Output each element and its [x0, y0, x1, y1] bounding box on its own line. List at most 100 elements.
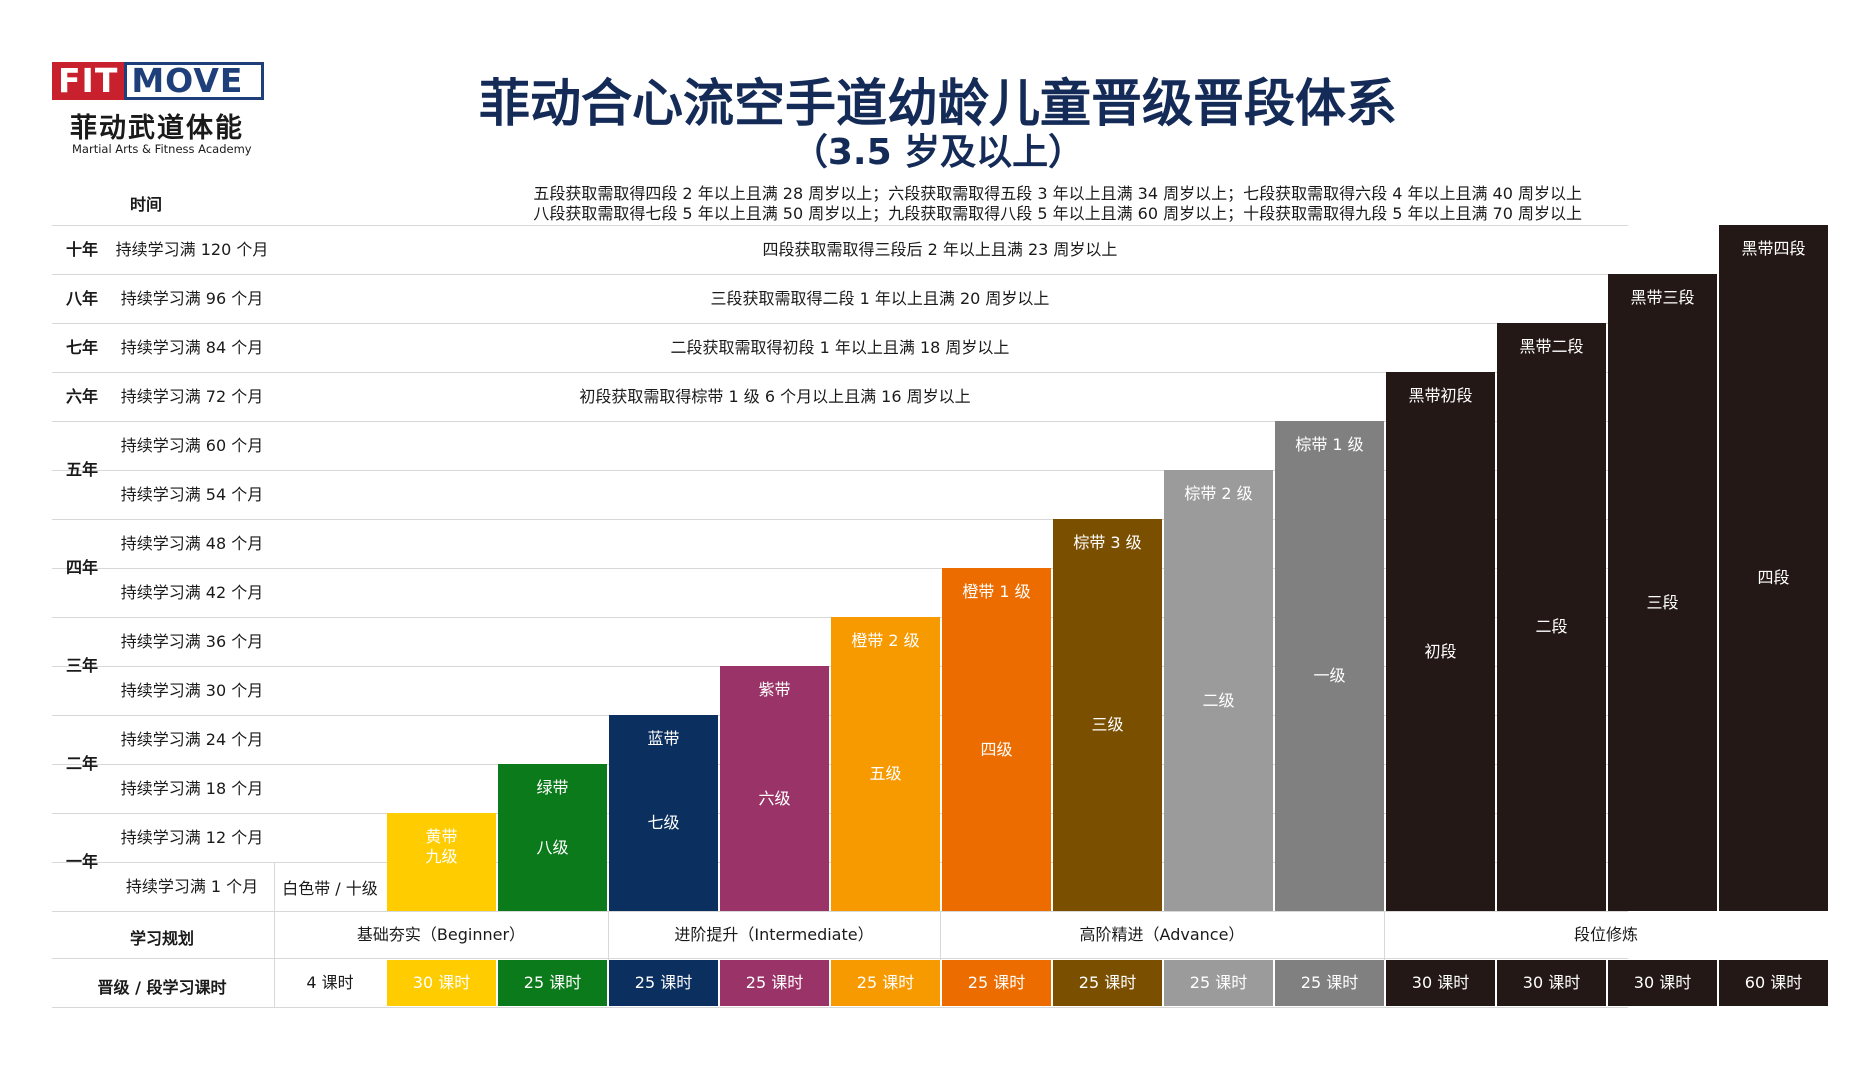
belt-bar-black-3: 黑带三段 三段: [1608, 274, 1717, 911]
belt-name: 黑带初段: [1408, 386, 1473, 405]
brand-logo: FIT MOVE 菲动武道体能 Martial Arts & Fitness A…: [52, 62, 264, 162]
belt-name: 黑带四段: [1741, 239, 1806, 258]
grid-line: [52, 958, 1628, 959]
belt-grade: 三段: [1646, 592, 1679, 612]
belt-grade: 三级: [1091, 715, 1124, 734]
white-belt-label: 白色带 / 十级: [282, 879, 378, 898]
month-label: 持续学习满 1 个月: [125, 877, 259, 896]
plan-beginner: 基础夯实（Beginner）: [356, 925, 526, 944]
grid-line: [52, 911, 1628, 912]
hours-cell: 25 课时: [942, 960, 1051, 1006]
study-plan-label: 学习规划: [129, 929, 194, 948]
dan-requirement: 初段获取需取得棕带 1 级 6 个月以上且满 16 周岁以上: [579, 387, 971, 406]
dan-requirement: 三段获取需取得二段 1 年以上且满 20 周岁以上: [710, 289, 1050, 308]
belt-bar-green: 绿带 八级: [498, 764, 607, 911]
grid-line: [52, 470, 1628, 471]
belt-bar-yellow: 黄带 九级: [387, 813, 496, 911]
belt-bar-brown-3: 棕带 3 级三级: [1053, 519, 1162, 911]
year-label: 四年: [65, 558, 98, 577]
belt-name: 黄带: [425, 827, 458, 846]
grid-line: [940, 911, 941, 960]
grid-line: [52, 225, 1628, 226]
grid-line: [52, 323, 1628, 324]
month-label: 持续学习满 18 个月: [120, 779, 264, 798]
belt-grade: 八级: [536, 837, 569, 857]
year-label: 八年: [65, 289, 98, 308]
belt-grade: 五级: [869, 764, 902, 783]
dan-requirement: 二段获取需取得初段 1 年以上且满 18 周岁以上: [670, 338, 1010, 357]
belt-grade: 七级: [647, 813, 680, 832]
page-title: 菲动合心流空手道幼龄儿童晋级晋段体系: [478, 75, 1397, 134]
grid-line: [52, 372, 1628, 373]
page-subtitle: （3.5 岁及以上）: [791, 132, 1085, 173]
logo-chinese-name: 菲动武道体能: [70, 113, 244, 144]
grid-line: [52, 1007, 1628, 1008]
belt-name: 棕带 3 级: [1073, 533, 1142, 552]
hours-cell: 25 课时: [1053, 960, 1162, 1006]
year-label: 二年: [65, 754, 98, 773]
plan-advance: 高阶精进（Advance）: [1079, 925, 1245, 944]
belt-name: 绿带: [536, 778, 569, 797]
belt-bar-orange-1: 橙带 1 级四级: [942, 568, 1051, 911]
month-label: 持续学习满 96 个月: [120, 289, 264, 308]
belt-bar-brown-1: 棕带 1 级一级: [1275, 421, 1384, 911]
dan-requirement: 四段获取需取得三段后 2 年以上且满 23 周岁以上: [762, 240, 1118, 259]
promotion-note-2: 八段获取需取得七段 5 年以上且满 50 周岁以上；九段获取需取得八段 5 年以…: [533, 204, 1582, 223]
grid-line: [52, 519, 1628, 520]
month-label: 持续学习满 12 个月: [120, 828, 264, 847]
month-label: 持续学习满 24 个月: [120, 730, 264, 749]
belt-bar-orange-2: 橙带 2 级五级: [831, 617, 940, 911]
belt-name: 橙带 2 级: [851, 631, 920, 650]
belt-grade: 二段: [1535, 617, 1568, 636]
month-label: 持续学习满 120 个月: [115, 240, 269, 259]
study-hours-label: 晋级 / 段学习课时: [97, 978, 227, 997]
month-label: 持续学习满 60 个月: [120, 436, 264, 455]
belt-bar-black-1: 黑带初段 初段: [1386, 372, 1495, 911]
hours-cell: 60 课时: [1719, 960, 1828, 1006]
logo-english-name: Martial Arts & Fitness Academy: [72, 142, 252, 156]
hours-cell: 25 课时: [1275, 960, 1384, 1006]
belt-grade: 四段: [1757, 568, 1790, 587]
grid-line: [274, 862, 275, 1007]
plan-intermediate: 进阶提升（Intermediate）: [674, 925, 874, 944]
belt-grade: 二级: [1202, 690, 1235, 710]
month-label: 持续学习满 54 个月: [120, 485, 264, 504]
belt-name: 紫带: [758, 680, 791, 699]
month-label: 持续学习满 48 个月: [120, 534, 264, 553]
plan-dan-training: 段位修炼: [1573, 925, 1638, 944]
belt-grade: 初段: [1424, 641, 1457, 661]
month-label: 持续学习满 36 个月: [120, 632, 264, 651]
belt-bar-black-4: 黑带四段 四段: [1719, 225, 1828, 911]
year-label: 十年: [65, 240, 98, 259]
year-label: 三年: [65, 656, 98, 675]
belt-grade: 四级: [980, 739, 1013, 759]
belt-bar-purple: 紫带 六级: [720, 666, 829, 911]
hours-cell: 30 课时: [1608, 960, 1717, 1006]
logo-wordmark: FIT MOVE: [52, 62, 264, 100]
belt-bar-black-2: 黑带二段 二段: [1497, 323, 1606, 911]
grid-line: [52, 421, 1628, 422]
month-label: 持续学习满 84 个月: [120, 338, 264, 357]
belt-grade: 六级: [758, 788, 791, 808]
logo-fit: FIT: [52, 62, 125, 100]
belt-bar-brown-2: 棕带 2 级二级: [1164, 470, 1273, 911]
hours-cell: 30 课时: [1497, 960, 1606, 1006]
grid-line: [52, 274, 1628, 275]
belt-name: 橙带 1 级: [962, 582, 1031, 601]
hours-cell: 25 课时: [609, 960, 718, 1006]
belt-name: 棕带 1 级: [1295, 435, 1364, 454]
year-label: 六年: [65, 387, 98, 406]
grid-line: [1384, 911, 1385, 960]
belt-name: 黑带三段: [1630, 288, 1695, 307]
belt-grade: 一级: [1313, 666, 1346, 685]
grid-line: [608, 911, 609, 960]
logo-move: MOVE: [124, 62, 264, 100]
belt-name: 黑带二段: [1519, 337, 1584, 356]
belt-grade: 九级: [425, 847, 458, 866]
hours-cell: 25 课时: [831, 960, 940, 1006]
month-label: 持续学习满 30 个月: [120, 681, 264, 700]
hours-cell: 25 课时: [1164, 960, 1273, 1006]
white-belt-hours: 4 课时: [306, 973, 354, 992]
year-label: 七年: [65, 338, 98, 357]
year-label: 一年: [65, 852, 98, 871]
